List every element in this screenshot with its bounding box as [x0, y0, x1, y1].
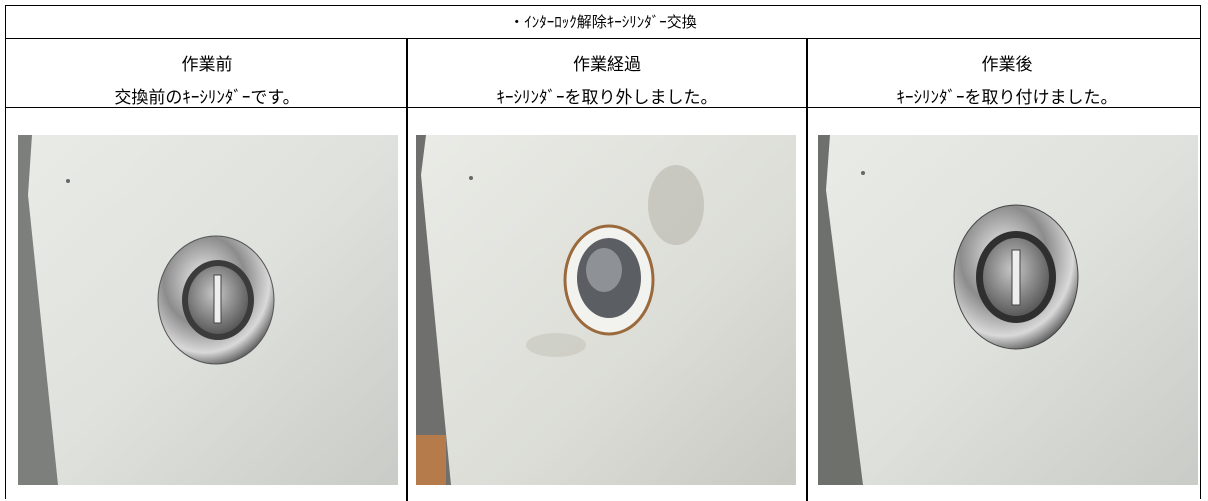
- table-border: [5, 5, 1201, 499]
- column-caption: ｷｰｼﾘﾝﾀﾞｰを取り付けました。: [896, 88, 1118, 108]
- column-heading: 作業経過: [573, 55, 641, 75]
- photo-before: [18, 135, 398, 485]
- column-divider: [806, 38, 808, 501]
- photo-during: [416, 135, 796, 485]
- column-caption: ｷｰｼﾘﾝﾀﾞｰを取り外しました。: [496, 88, 718, 108]
- table-title: ・ｲﾝﾀｰﾛｯｸ解除ｷｰｼﾘﾝﾀﾞｰ交換: [509, 13, 697, 31]
- column-heading: 作業前: [181, 55, 233, 75]
- column-heading: 作業後: [981, 55, 1033, 75]
- photo-after: [818, 135, 1198, 485]
- column-caption: 交換前のｷｰｼﾘﾝﾀﾞｰです。: [114, 88, 300, 108]
- row-divider: [5, 107, 1201, 108]
- row-divider: [5, 38, 1201, 39]
- column-divider: [406, 38, 408, 501]
